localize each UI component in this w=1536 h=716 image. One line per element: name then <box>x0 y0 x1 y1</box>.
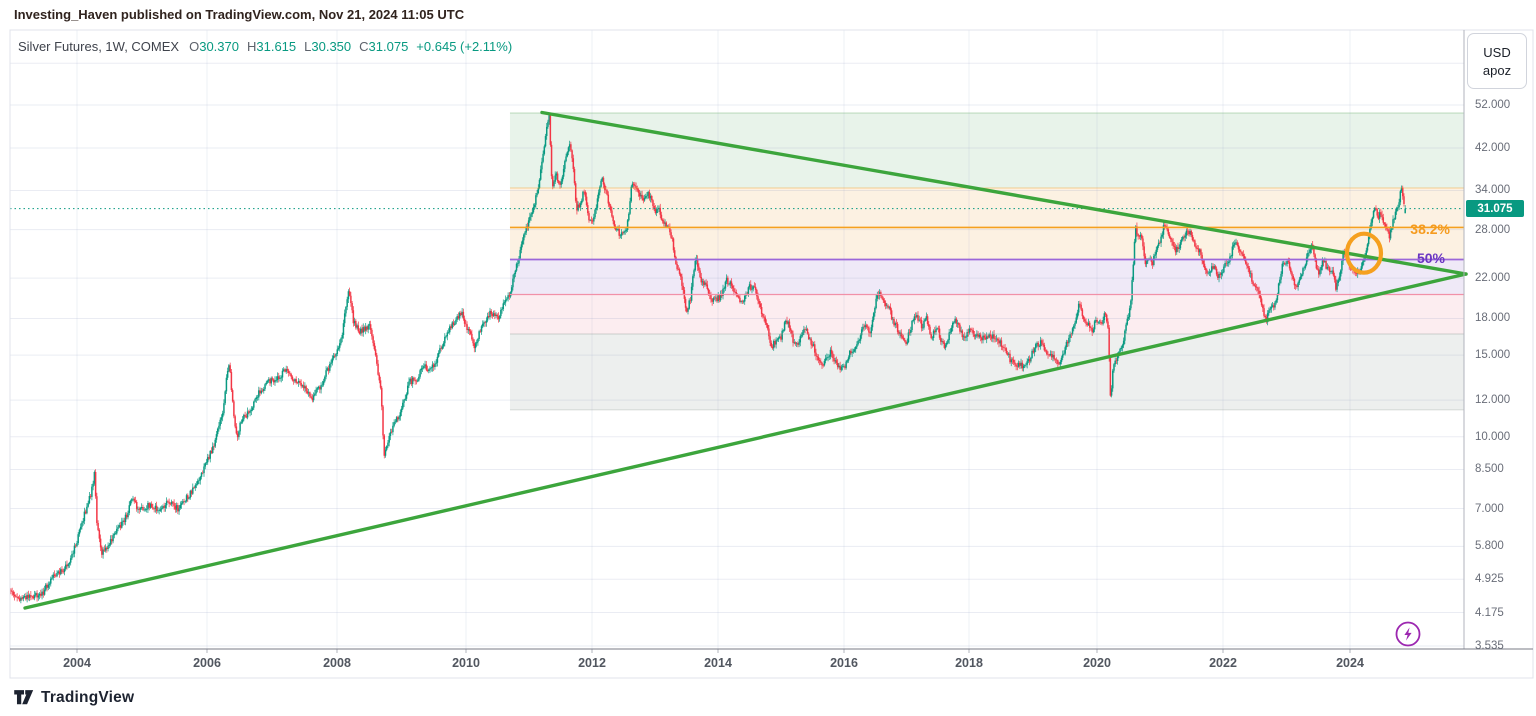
time-axis-label: 2004 <box>63 656 91 670</box>
time-axis-label: 2008 <box>323 656 351 670</box>
fib-50-label[interactable]: 50% <box>1416 250 1445 267</box>
lightning-icon <box>1395 621 1421 647</box>
candlestick-series <box>10 113 1406 604</box>
fib-band-38.2% <box>509 227 1464 260</box>
chart-frame <box>9 29 1534 679</box>
price-axis-label: 15.000 <box>1475 349 1511 362</box>
price-axis-label: 5.800 <box>1475 540 1504 553</box>
unit-currency: USD <box>1483 44 1511 60</box>
tradingview-logo <box>14 690 34 705</box>
brand-name: TradingView <box>41 688 135 706</box>
ohlc-item: H31.615 <box>246 39 297 54</box>
down-bodies <box>10 115 1405 601</box>
symbol-title: Silver Futures, 1W, COMEX <box>18 39 180 54</box>
time-axis-label: 2022 <box>1209 656 1237 670</box>
fib-382-label[interactable]: 38.2% <box>1410 220 1450 237</box>
price-axis-label: 22.000 <box>1475 272 1511 285</box>
unit-measure: apoz <box>1482 62 1512 78</box>
price-axis-unit-box: USD apoz <box>1467 33 1527 89</box>
ohlc-item: L30.350 <box>304 39 352 54</box>
time-axis-label: 2020 <box>1083 656 1111 670</box>
price-axis-label: 7.000 <box>1475 502 1504 515</box>
fib-band-78.6% <box>509 334 1464 410</box>
time-axis-label: 2024 <box>1336 656 1364 670</box>
price-axis-label: 52.000 <box>1475 99 1511 111</box>
attribution-header: Investing_Haven published on TradingView… <box>14 7 465 22</box>
breakout-highlight-circle[interactable] <box>1344 231 1384 275</box>
symbol-legend[interactable]: Silver Futures, 1W, COMEX O30.370 H31.615 L… <box>18 39 512 54</box>
price-axis-label: 34.000 <box>1475 184 1511 197</box>
time-axis-label: 2014 <box>704 656 732 670</box>
lower-trendline[interactable] <box>23 272 1468 610</box>
fib-band-0% <box>509 113 1464 189</box>
change-readout: +0.645 (+2.11%) <box>416 39 513 54</box>
price-axis-label: 10.000 <box>1475 430 1511 443</box>
price-axis-label: 42.000 <box>1475 141 1511 154</box>
price-axis-label: 18.000 <box>1475 312 1511 325</box>
fib-band-50% <box>509 259 1464 295</box>
fib-band-23.6% <box>509 188 1464 228</box>
time-axis-label: 2006 <box>193 656 221 670</box>
current-price-tag: 31.075 <box>1466 200 1524 218</box>
price-axis-label: 12.000 <box>1475 394 1511 407</box>
boost-button[interactable] <box>1394 620 1422 648</box>
time-axis-label: 2012 <box>578 656 606 670</box>
ohlc-item: C31.075 <box>359 39 409 54</box>
price-axis-label: 8.500 <box>1475 463 1504 476</box>
price-axis-label: 4.175 <box>1475 606 1504 619</box>
time-axis-label: 2010 <box>452 656 480 670</box>
time-axis-label: 2018 <box>955 656 983 670</box>
price-axis-label: 3.535 <box>1475 640 1504 652</box>
price-axis-label: 4.925 <box>1475 573 1504 586</box>
time-axis-label: 2016 <box>830 656 858 670</box>
ohlc-item: O30.370 <box>189 39 239 54</box>
price-axis-label: 28.000 <box>1475 223 1511 236</box>
ohlc-readout: O30.370 H31.615 L30.350 C31.075 <box>189 39 416 54</box>
upper-trendline[interactable] <box>540 110 1468 276</box>
up-bodies <box>20 115 1406 601</box>
fib-band-61.8% <box>509 294 1464 335</box>
footer-branding[interactable]: TradingView <box>13 688 134 707</box>
